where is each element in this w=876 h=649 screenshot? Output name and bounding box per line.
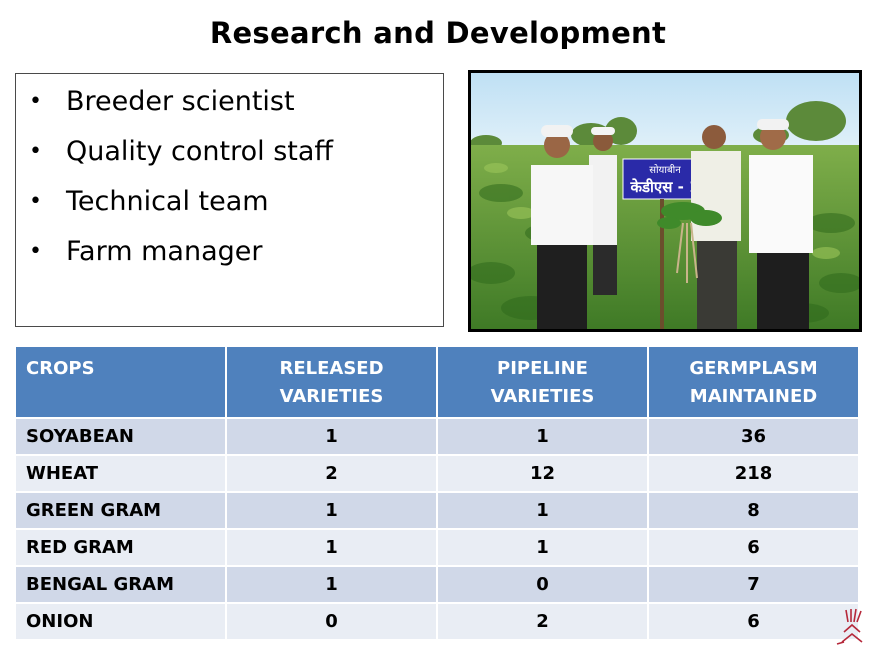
pipeline-count: 1 [438, 419, 647, 454]
header-released-varieties: RELEASED VARIETIES [227, 347, 436, 417]
germplasm-count: 36 [649, 419, 858, 454]
germplasm-count: 8 [649, 493, 858, 528]
header-pipeline-varieties: PIPELINE VARIETIES [438, 347, 647, 417]
released-count: 1 [227, 493, 436, 528]
released-count: 0 [227, 604, 436, 639]
crops-table: CROPS RELEASED VARIETIES PIPELINE VARIET… [14, 345, 860, 641]
staff-item: • Technical team [16, 184, 443, 234]
table-row: BENGAL GRAM 1 0 7 [16, 567, 858, 602]
field-photo-illustration: सोयाबीन केडीएस - 1 [471, 73, 859, 329]
pipeline-count: 1 [438, 493, 647, 528]
crop-name: SOYABEAN [16, 419, 225, 454]
staff-item-label: Technical team [66, 186, 269, 217]
table-row: SOYABEAN 1 1 36 [16, 419, 858, 454]
bullet-icon: • [29, 89, 42, 114]
staff-list-box: • Breeder scientist • Quality control staf… [15, 73, 444, 327]
crop-name: ONION [16, 604, 225, 639]
bullet-icon: • [29, 189, 42, 214]
crop-name: GREEN GRAM [16, 493, 225, 528]
crop-name: BENGAL GRAM [16, 567, 225, 602]
released-count: 1 [227, 530, 436, 565]
staff-item-label: Breeder scientist [66, 86, 295, 117]
released-count: 2 [227, 456, 436, 491]
staff-list: • Breeder scientist • Quality control staf… [16, 74, 443, 284]
table-row: ONION 0 2 6 [16, 604, 858, 639]
germplasm-count: 6 [649, 530, 858, 565]
pipeline-count: 1 [438, 530, 647, 565]
pipeline-count: 12 [438, 456, 647, 491]
header-crops: CROPS [16, 347, 225, 417]
sign-line-1: सोयाबीन [649, 164, 681, 176]
slide-title: Research and Development [209, 16, 667, 50]
sign-line-2: केडीएस - 1 [630, 178, 700, 196]
staff-item: • Farm manager [16, 234, 443, 284]
crop-name: WHEAT [16, 456, 225, 491]
table-row: RED GRAM 1 1 6 [16, 530, 858, 565]
bullet-icon: • [29, 139, 42, 164]
table-header-row: CROPS RELEASED VARIETIES PIPELINE VARIET… [16, 347, 858, 417]
staff-item-label: Quality control staff [66, 136, 334, 167]
staff-item: • Quality control staff [16, 134, 443, 184]
logo-icon [836, 608, 863, 645]
germplasm-count: 218 [649, 456, 858, 491]
staff-item: • Breeder scientist [16, 84, 443, 134]
germplasm-count: 6 [649, 604, 858, 639]
germplasm-count: 7 [649, 567, 858, 602]
released-count: 1 [227, 419, 436, 454]
field-photo: सोयाबीन केडीएस - 1 [468, 70, 862, 332]
crop-name: RED GRAM [16, 530, 225, 565]
released-count: 1 [227, 567, 436, 602]
header-germplasm-maintained: GERMPLASM MAINTAINED [649, 347, 858, 417]
bullet-icon: • [29, 239, 42, 264]
table-row: WHEAT 2 12 218 [16, 456, 858, 491]
staff-item-label: Farm manager [66, 236, 263, 267]
pipeline-count: 0 [438, 567, 647, 602]
pipeline-count: 2 [438, 604, 647, 639]
table-row: GREEN GRAM 1 1 8 [16, 493, 858, 528]
